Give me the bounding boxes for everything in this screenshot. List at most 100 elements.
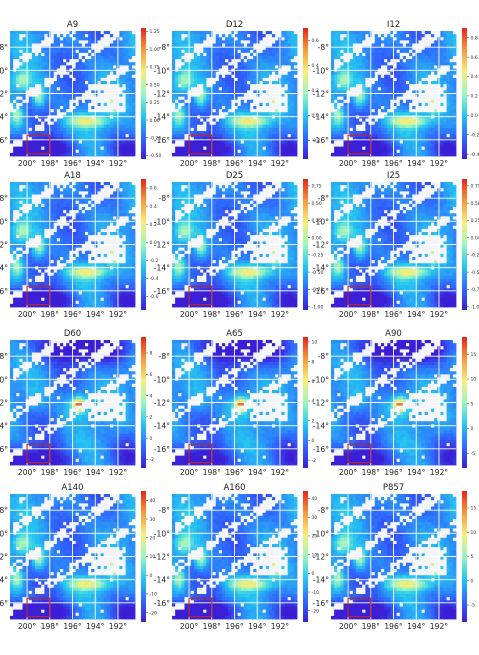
heatmap-cell — [349, 84, 354, 88]
heatmap-cell — [28, 40, 33, 44]
heatmap-cell — [193, 149, 198, 154]
heatmap-cell — [94, 96, 98, 101]
heatmap-cell — [387, 137, 391, 141]
heatmap-cell — [356, 152, 360, 157]
heatmap-cell — [206, 121, 210, 126]
heatmap-cell — [290, 37, 295, 41]
heatmap-cell — [209, 115, 214, 119]
heatmap-cell — [281, 106, 285, 110]
heatmap-cell — [393, 137, 398, 141]
heatmap-cell — [418, 46, 423, 51]
heatmap-cell — [110, 77, 114, 82]
heatmap-cell — [193, 106, 198, 110]
heatmap-cell — [402, 81, 407, 85]
heatmap-cell — [206, 96, 210, 101]
heatmap-cell — [374, 81, 379, 85]
heatmap-cell — [13, 140, 17, 144]
heatmap-cell — [409, 137, 413, 141]
heatmap-cell — [387, 40, 391, 44]
heatmap-cell — [424, 37, 429, 41]
heatmap-cell — [97, 137, 102, 141]
heatmap-cell — [272, 90, 276, 94]
heatmap-cell — [85, 146, 89, 151]
heatmap-cell — [181, 93, 185, 98]
heatmap-cell — [203, 127, 207, 132]
heatmap-cell — [434, 59, 438, 63]
heatmap-cell — [431, 93, 435, 98]
heatmap-cell — [94, 137, 98, 141]
heatmap-cell — [412, 93, 416, 98]
heatmap-cell — [31, 52, 36, 57]
heatmap-cell — [399, 40, 404, 44]
heatmap-cell — [175, 46, 179, 51]
heatmap-cell — [100, 31, 105, 35]
heatmap-cell — [172, 52, 176, 57]
heatmap-cell — [81, 182, 86, 186]
heatmap-cell — [193, 56, 198, 60]
heatmap-cell — [209, 37, 214, 41]
heatmap-cell — [402, 49, 407, 54]
heatmap-cell — [390, 52, 394, 57]
heatmap-cell — [256, 134, 260, 138]
heatmap-cell — [172, 71, 176, 76]
heatmap-cell — [178, 99, 182, 104]
heatmap-cell — [206, 49, 210, 54]
heatmap-cell — [119, 102, 123, 107]
heatmap-cell — [443, 49, 448, 54]
heatmap-cell — [234, 65, 239, 69]
heatmap-cell — [203, 102, 207, 107]
heatmap-cell — [193, 40, 198, 44]
heatmap-cell — [91, 74, 95, 79]
heatmap-cell — [35, 115, 39, 119]
x-tick-label: 196° — [63, 159, 81, 168]
heatmap-cell — [47, 124, 52, 129]
heatmap-cell — [352, 124, 357, 129]
heatmap-cell — [356, 115, 360, 119]
heatmap-cell — [368, 131, 373, 135]
heatmap-cell — [53, 152, 58, 157]
heatmap-cell — [78, 46, 83, 51]
heatmap-cell — [38, 77, 42, 82]
heatmap-cell — [190, 124, 195, 129]
heatmap-cell — [290, 52, 295, 57]
heatmap-cell — [190, 96, 195, 101]
heatmap-cell — [38, 102, 42, 107]
heatmap-cell — [81, 37, 86, 41]
heatmap-cell — [349, 115, 354, 119]
heatmap-cell — [222, 37, 226, 41]
heatmap-cell — [94, 40, 98, 44]
heatmap-cell — [362, 62, 366, 66]
heatmap-cell — [393, 121, 398, 126]
heatmap-cell — [374, 65, 379, 69]
heatmap-cell — [35, 140, 39, 144]
heatmap-cell — [362, 40, 366, 44]
heatmap-cell — [247, 121, 251, 126]
heatmap-cell — [100, 118, 105, 123]
heatmap-cell — [22, 52, 27, 57]
heatmap-cell — [206, 109, 210, 113]
heatmap-cell — [293, 87, 298, 91]
heatmap-cell — [331, 99, 335, 104]
heatmap-cell — [50, 131, 55, 135]
heatmap-cell — [56, 96, 61, 101]
heatmap-cell — [97, 127, 102, 132]
heatmap-cell — [243, 71, 248, 76]
heatmap-cell — [113, 49, 117, 54]
heatmap-cell — [175, 87, 179, 91]
heatmap-cell — [81, 134, 86, 138]
heatmap-cell — [35, 121, 39, 126]
heatmap-cell — [253, 137, 257, 141]
heatmap-cell — [44, 65, 48, 69]
heatmap-cell — [402, 34, 407, 38]
heatmap-cell — [19, 56, 23, 60]
heatmap-cell — [256, 40, 260, 44]
heatmap-cell — [78, 93, 83, 98]
heatmap-cell — [206, 131, 210, 135]
heatmap-cell — [197, 140, 201, 144]
heatmap-cell — [237, 74, 242, 79]
heatmap-cell — [97, 87, 102, 91]
heatmap-cell — [427, 146, 432, 151]
heatmap-cell — [243, 102, 248, 107]
heatmap-cell — [228, 62, 232, 66]
